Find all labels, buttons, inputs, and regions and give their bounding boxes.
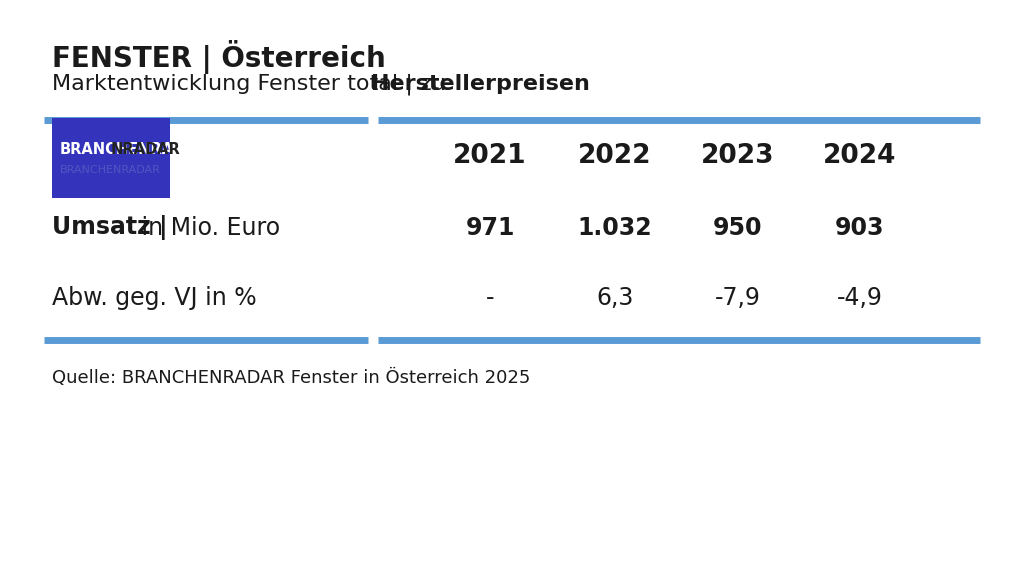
Text: NRADAR: NRADAR xyxy=(111,142,180,158)
Text: 2022: 2022 xyxy=(579,143,651,169)
Text: -4,9: -4,9 xyxy=(837,286,883,310)
Text: 6,3: 6,3 xyxy=(596,286,634,310)
Text: 950: 950 xyxy=(714,216,763,240)
Text: 2023: 2023 xyxy=(701,143,775,169)
Text: Herstellerpreisen: Herstellerpreisen xyxy=(371,74,590,94)
Text: 2021: 2021 xyxy=(454,143,526,169)
Text: Umsatz |: Umsatz | xyxy=(52,215,168,240)
Text: 903: 903 xyxy=(836,216,885,240)
Text: Quelle: BRANCHENRADAR Fenster in Österreich 2025: Quelle: BRANCHENRADAR Fenster in Österre… xyxy=(52,369,530,387)
Text: 971: 971 xyxy=(465,216,515,240)
Text: Marktentwicklung Fenster total | zu: Marktentwicklung Fenster total | zu xyxy=(52,74,453,95)
Text: in Mio. Euro: in Mio. Euro xyxy=(133,216,280,240)
Text: BRANCHENRADAR: BRANCHENRADAR xyxy=(60,142,209,158)
Text: BRANCHENRADAR: BRANCHENRADAR xyxy=(60,165,161,175)
Text: 1.032: 1.032 xyxy=(578,216,652,240)
FancyBboxPatch shape xyxy=(52,118,170,198)
Text: Abw. geg. VJ in %: Abw. geg. VJ in % xyxy=(52,286,257,310)
Text: FENSTER | Österreich: FENSTER | Österreich xyxy=(52,40,386,74)
Text: -: - xyxy=(485,286,495,310)
Text: 2024: 2024 xyxy=(823,143,897,169)
Text: -7,9: -7,9 xyxy=(715,286,761,310)
